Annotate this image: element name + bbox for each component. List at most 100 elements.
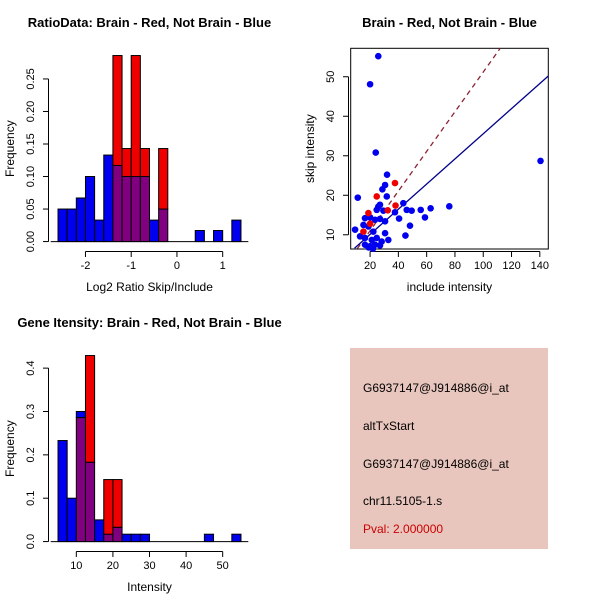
y-tick-label: 0.1 <box>25 491 37 506</box>
blue-point <box>361 214 369 222</box>
x-tick-label: 80 <box>449 260 461 272</box>
ratio-histogram-title: RatioData: Brain - Red, Not Brain - Blue <box>28 15 271 30</box>
y-tick-label: 20 <box>325 189 337 201</box>
blue-point <box>385 236 392 244</box>
blue-point <box>356 233 364 240</box>
blue-point <box>406 222 414 229</box>
hist-bar <box>112 164 123 243</box>
info-line-0: G6937147@J914886@i_at <box>363 381 509 395</box>
y-tick-label: 0.15 <box>25 133 37 154</box>
gene-info-panel: G6937147@J914886@i_at altTxStart G693714… <box>350 348 548 549</box>
hist-bar <box>231 533 242 543</box>
x-tick-label: 50 <box>217 560 229 572</box>
blue-point <box>383 193 391 200</box>
hist-bar <box>130 533 141 543</box>
blue-point <box>371 216 379 224</box>
hist-bar <box>213 230 224 243</box>
gene-intensity-histogram-ylabel: Frequency <box>3 420 17 477</box>
intensity-scatter-ylabel: skip intensity <box>303 114 317 183</box>
blue-point <box>395 215 403 222</box>
blue-point <box>381 218 389 225</box>
hist-bar <box>103 533 114 543</box>
intensity-scatter-title: Brain - Red, Not Brain - Blue <box>362 15 537 30</box>
hist-bar <box>130 176 141 243</box>
blue-point <box>379 186 386 193</box>
blue-point <box>354 194 362 201</box>
blue-point <box>383 171 391 179</box>
y-tick-label: 0.4 <box>25 360 37 375</box>
blue-point <box>417 206 425 214</box>
blue-point <box>427 205 434 212</box>
blue-point <box>421 214 429 221</box>
x-tick-label: 140 <box>531 260 549 272</box>
hist-bar <box>158 208 169 243</box>
intensity-scatter: Brain - Red, Not Brain - Blue 20 40 60 80 100… <box>303 15 549 294</box>
hist-bar <box>130 55 141 178</box>
blue-point <box>376 242 384 249</box>
x-tick-label: 10 <box>70 560 82 572</box>
blue-point <box>351 226 359 233</box>
blue-point <box>400 199 407 207</box>
hist-bar <box>121 533 132 543</box>
y-tick-label: 0.3 <box>25 404 37 419</box>
hist-bar <box>94 519 105 543</box>
blue-point <box>369 245 377 252</box>
hist-bar <box>203 533 215 543</box>
y-tick-label: 40 <box>325 110 337 122</box>
hist-bar <box>112 479 123 528</box>
hist-bar <box>231 219 242 243</box>
y-tick-label: 30 <box>325 150 337 162</box>
hist-bar <box>139 148 151 178</box>
hist-bar <box>158 148 169 210</box>
hist-bar <box>94 219 105 243</box>
y-tick-label: 10 <box>325 229 337 241</box>
x-tick-label: -1 <box>126 260 136 272</box>
blue-point <box>408 207 415 214</box>
hist-bar <box>75 417 86 543</box>
hist-bar <box>112 526 123 543</box>
blue-point <box>368 236 376 244</box>
red-point <box>384 206 392 214</box>
hist-bar <box>75 410 86 419</box>
red-point <box>365 209 372 217</box>
y-tick-label: 0.0 <box>25 534 37 549</box>
x-tick-label: 0 <box>174 260 180 272</box>
gene-intensity-histogram-title: Gene Itensity: Brain - Red, Not Brain - … <box>17 315 281 330</box>
red-point <box>373 193 381 200</box>
hist-bar <box>75 197 86 243</box>
blue-point <box>445 203 453 210</box>
blue-point <box>376 215 384 223</box>
hist-bar <box>84 355 96 463</box>
red-point <box>366 220 374 228</box>
info-line-2: G6937147@J914886@i_at <box>363 457 509 471</box>
y-tick-label: 0.00 <box>25 231 37 252</box>
hist-bar <box>139 533 151 543</box>
blue-point <box>403 206 411 214</box>
hist-bar <box>121 176 132 243</box>
blue-point <box>391 208 399 216</box>
info-line-3: chr11.5105-1.s <box>363 494 443 508</box>
y-tick-label: 0.05 <box>25 198 37 219</box>
y-tick-label: 0.20 <box>25 101 37 122</box>
hist-bar <box>103 154 114 243</box>
hist-bar <box>149 219 160 243</box>
x-tick-label: 40 <box>180 560 192 572</box>
x-tick-label: 120 <box>502 260 520 272</box>
info-line-1: altTxStart <box>363 419 415 433</box>
gene-intensity-histogram: Gene Itensity: Brain - Red, Not Brain - … <box>3 315 282 594</box>
blue-point <box>373 234 381 242</box>
hist-bar <box>194 230 205 243</box>
ratio-histogram-ylabel: Frequency <box>3 120 17 177</box>
x-tick-label: -2 <box>81 260 91 272</box>
y-tick-label: 50 <box>325 71 337 83</box>
blue-point <box>370 228 377 235</box>
x-tick-label: 1 <box>220 260 226 272</box>
blue-point <box>372 149 380 156</box>
intensity-scatter-xlabel: include intensity <box>407 280 492 294</box>
hist-bar <box>66 497 77 543</box>
plot-box <box>350 47 549 250</box>
blue-point <box>381 229 389 237</box>
red-point <box>391 179 399 187</box>
